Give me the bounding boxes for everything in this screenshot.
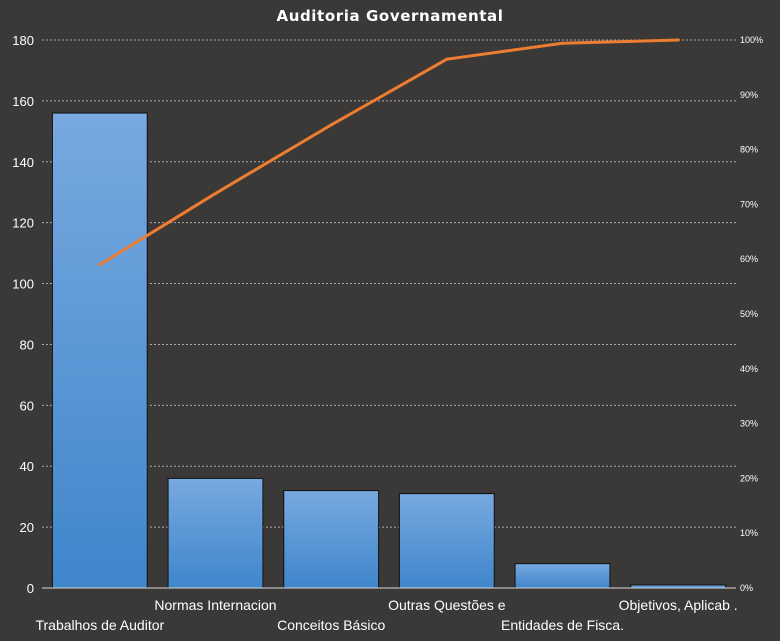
x-tick-label: Entidades de Fisca. [501, 617, 624, 633]
y2-tick-label: 60% [740, 254, 758, 264]
y2-tick-label: 30% [740, 419, 758, 429]
cumulative-point [676, 38, 680, 42]
y2-tick-label: 0% [740, 583, 753, 593]
y-tick-label: 160 [12, 94, 34, 109]
bar [398, 493, 495, 589]
y2-tick-label: 80% [740, 145, 758, 155]
y2-tick-label: 100% [740, 35, 763, 45]
bar [514, 563, 611, 589]
y-tick-label: 40 [20, 459, 34, 474]
y-tick-label: 80 [20, 337, 34, 352]
y-tick-label: 100 [12, 277, 34, 292]
y-tick-label: 140 [12, 155, 34, 170]
y-tick-label: 20 [20, 520, 34, 535]
cumulative-point [98, 263, 102, 267]
y2-tick-label: 40% [740, 364, 758, 374]
y2-tick-label: 50% [740, 309, 758, 319]
x-tick-label: Objetivos, Aplicab . [619, 597, 738, 613]
y2-tick-label: 10% [740, 528, 758, 538]
y2-tick-label: 90% [740, 90, 758, 100]
x-tick-label: Outras Questões e [388, 597, 506, 613]
y-tick-label: 0 [27, 581, 34, 596]
cumulative-point [561, 41, 564, 45]
cumulative-point [329, 123, 333, 127]
bar [283, 490, 380, 589]
cumulative-point [214, 191, 217, 195]
cumulative-point [445, 57, 449, 61]
y2-tick-label: 70% [740, 199, 758, 209]
bar [167, 477, 264, 589]
chart-title: Auditoria Governamental [276, 7, 504, 25]
x-tick-label: Conceitos Básico [277, 617, 385, 633]
y-tick-label: 180 [12, 33, 34, 48]
y-tick-label: 120 [12, 216, 34, 231]
y2-tick-label: 20% [740, 473, 758, 483]
bar [51, 112, 148, 589]
x-tick-label: Normas Internacion [154, 597, 276, 613]
x-tick-label: Trabalhos de Auditor [35, 617, 164, 633]
y-tick-label: 60 [20, 398, 34, 413]
cumulative-line [98, 38, 680, 267]
